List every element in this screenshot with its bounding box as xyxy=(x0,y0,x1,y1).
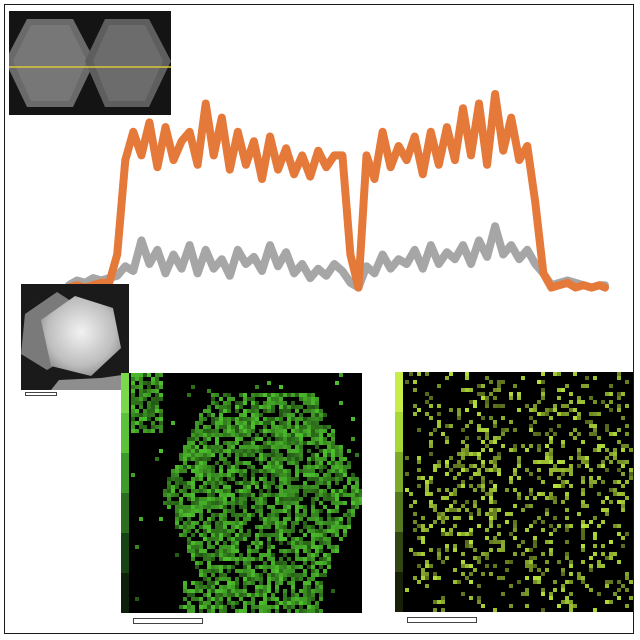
yellow-map-scale-bar xyxy=(407,617,477,623)
legend-color-swatch xyxy=(121,413,129,454)
stem-hexagonal-particle-image xyxy=(21,284,129,390)
green-map-scale-bar xyxy=(133,618,203,624)
elemental-map-yellow-green-image xyxy=(395,372,633,612)
stem-inset-image xyxy=(21,284,129,390)
legend-color-swatch xyxy=(395,572,403,612)
series-line-1 xyxy=(65,90,609,292)
legend-color-swatch xyxy=(121,453,129,494)
legend-color-swatch xyxy=(121,573,129,613)
line-profile-chart xyxy=(65,90,609,292)
stem-scale-bar xyxy=(25,392,57,396)
elemental-map-yellow-green xyxy=(395,372,633,612)
elemental-map-green-image xyxy=(121,373,362,613)
legend-color-swatch xyxy=(395,412,403,453)
legend-color-swatch xyxy=(121,533,129,574)
legend-color-swatch xyxy=(121,493,129,534)
tem-inset-image xyxy=(9,11,171,115)
figure-frame xyxy=(4,4,634,634)
legend-color-swatch xyxy=(395,372,403,413)
legend-color-swatch xyxy=(395,452,403,493)
tem-hexagonal-particles-image xyxy=(9,11,171,115)
legend-color-swatch xyxy=(121,373,129,414)
elemental-map-green xyxy=(121,373,362,613)
legend-color-swatch xyxy=(395,532,403,573)
legend-color-swatch xyxy=(395,492,403,533)
series-line-2 xyxy=(65,222,609,292)
